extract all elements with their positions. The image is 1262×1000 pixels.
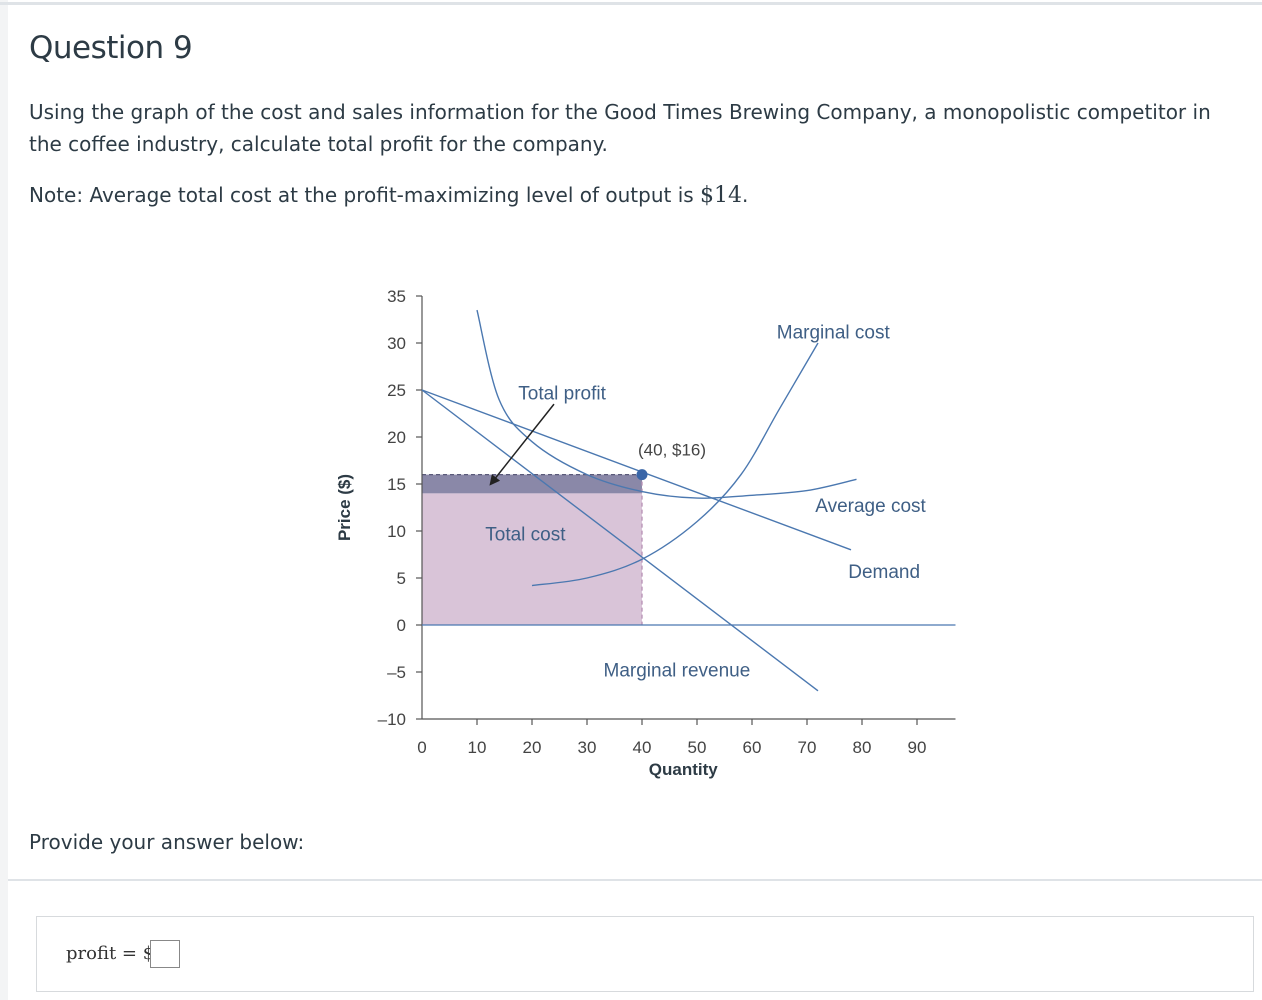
provide-answer-label: Provide your answer below: bbox=[29, 830, 305, 854]
x-tick-label: 0 bbox=[417, 738, 426, 757]
demand-curve bbox=[421, 389, 852, 551]
total-profit-label: Total profit bbox=[518, 383, 606, 404]
section-divider bbox=[8, 879, 1262, 881]
note-amount: $14 bbox=[700, 183, 743, 208]
x-tick-label: 90 bbox=[908, 738, 927, 757]
marginal-revenue-label: Marginal revenue bbox=[604, 661, 751, 682]
y-tick-label: 20 bbox=[387, 428, 406, 447]
y-tick-label: 5 bbox=[397, 569, 406, 588]
x-tick-label: 50 bbox=[688, 738, 707, 757]
x-tick-label: 20 bbox=[523, 738, 542, 757]
profit-label: profit = $ bbox=[66, 943, 155, 964]
x-tick-label: 80 bbox=[853, 738, 872, 757]
x-tick-label: 40 bbox=[633, 738, 652, 757]
y-axis-label: Price ($) bbox=[335, 474, 354, 541]
answer-box: profit = $ bbox=[36, 916, 1254, 992]
marginal-cost-label: Marginal cost bbox=[777, 322, 891, 343]
y-tick-label: 15 bbox=[387, 475, 406, 494]
top-border bbox=[0, 2, 1262, 5]
x-tick-label: 10 bbox=[468, 738, 487, 757]
total-cost-area bbox=[422, 493, 642, 625]
y-tick-label: –10 bbox=[378, 710, 406, 729]
left-gutter bbox=[0, 0, 8, 1000]
average-cost-label: Average cost bbox=[815, 496, 926, 517]
x-tick-label: 70 bbox=[798, 738, 817, 757]
question-note: Note: Average total cost at the profit-m… bbox=[29, 180, 748, 211]
x-tick-label: 30 bbox=[578, 738, 597, 757]
demand-label: Demand bbox=[848, 562, 920, 583]
y-tick-label: 25 bbox=[387, 381, 406, 400]
y-tick-label: 35 bbox=[387, 287, 406, 306]
x-axis-label: Quantity bbox=[649, 760, 718, 779]
y-tick-label: 0 bbox=[397, 616, 406, 635]
note-prefix: Note: Average total cost at the profit-m… bbox=[29, 183, 701, 207]
profit-max-point-label: (40, $16) bbox=[638, 441, 706, 460]
y-tick-label: –5 bbox=[387, 663, 406, 682]
profit-input[interactable] bbox=[150, 940, 180, 968]
total-cost-label: Total cost bbox=[485, 524, 566, 545]
note-suffix: . bbox=[742, 183, 749, 207]
profit-max-point bbox=[636, 469, 648, 481]
marginal-cost-curve bbox=[531, 342, 819, 587]
question-text: Using the graph of the cost and sales in… bbox=[29, 100, 1211, 156]
marginal-revenue-curve bbox=[421, 389, 819, 692]
x-tick-label: 60 bbox=[743, 738, 762, 757]
question-title: Question 9 bbox=[29, 30, 193, 66]
average-cost-curve bbox=[476, 309, 857, 499]
total-profit-area bbox=[422, 474, 642, 494]
total-profit-arrow bbox=[489, 403, 555, 486]
y-tick-label: 30 bbox=[387, 334, 406, 353]
y-tick-label: 10 bbox=[387, 522, 406, 541]
